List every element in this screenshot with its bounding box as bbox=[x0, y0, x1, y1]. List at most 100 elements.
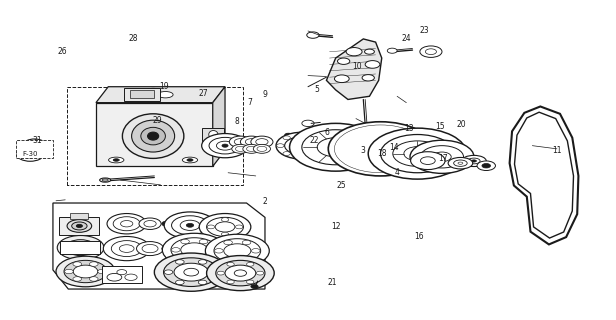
Ellipse shape bbox=[187, 159, 193, 161]
Ellipse shape bbox=[102, 179, 108, 181]
Circle shape bbox=[107, 273, 122, 281]
Text: 8: 8 bbox=[235, 117, 240, 126]
Text: 31: 31 bbox=[33, 136, 43, 145]
Circle shape bbox=[17, 147, 44, 161]
Circle shape bbox=[227, 280, 234, 284]
Circle shape bbox=[120, 245, 134, 252]
Circle shape bbox=[302, 130, 370, 165]
Circle shape bbox=[393, 141, 442, 166]
Circle shape bbox=[283, 136, 290, 140]
Bar bbox=[70, 213, 88, 219]
Circle shape bbox=[214, 239, 261, 263]
Circle shape bbox=[344, 130, 418, 168]
Text: 2: 2 bbox=[262, 197, 267, 206]
Circle shape bbox=[176, 260, 184, 264]
Circle shape bbox=[256, 139, 268, 145]
Text: 29: 29 bbox=[153, 116, 162, 125]
Bar bbox=[16, 140, 53, 158]
Polygon shape bbox=[326, 39, 382, 100]
Circle shape bbox=[98, 269, 107, 274]
Circle shape bbox=[285, 137, 319, 155]
Ellipse shape bbox=[123, 114, 184, 158]
Circle shape bbox=[240, 136, 262, 148]
Circle shape bbox=[215, 222, 235, 232]
Circle shape bbox=[294, 142, 309, 149]
Circle shape bbox=[229, 136, 251, 148]
Ellipse shape bbox=[113, 159, 120, 161]
Circle shape bbox=[298, 132, 306, 136]
Text: 17: 17 bbox=[439, 154, 448, 163]
Circle shape bbox=[251, 136, 273, 148]
Circle shape bbox=[365, 49, 375, 54]
Circle shape bbox=[64, 260, 107, 283]
Text: 26: 26 bbox=[57, 47, 67, 56]
Circle shape bbox=[341, 128, 421, 170]
Circle shape bbox=[253, 144, 270, 153]
Circle shape bbox=[142, 244, 158, 253]
Circle shape bbox=[243, 144, 260, 153]
Circle shape bbox=[242, 240, 251, 245]
Text: 18: 18 bbox=[377, 149, 386, 158]
Ellipse shape bbox=[158, 92, 173, 98]
Circle shape bbox=[164, 258, 219, 286]
Text: 23: 23 bbox=[420, 27, 429, 36]
Ellipse shape bbox=[453, 160, 467, 166]
Circle shape bbox=[73, 265, 98, 278]
Bar bbox=[102, 266, 142, 283]
Circle shape bbox=[251, 249, 260, 253]
Circle shape bbox=[103, 236, 150, 261]
Circle shape bbox=[172, 216, 208, 235]
Circle shape bbox=[404, 147, 431, 161]
Ellipse shape bbox=[67, 220, 92, 232]
Circle shape bbox=[89, 262, 98, 266]
Polygon shape bbox=[213, 87, 225, 166]
Circle shape bbox=[235, 146, 245, 151]
Circle shape bbox=[201, 133, 248, 158]
Circle shape bbox=[216, 260, 265, 286]
Circle shape bbox=[234, 139, 246, 145]
Ellipse shape bbox=[145, 88, 161, 95]
Circle shape bbox=[174, 263, 208, 281]
Circle shape bbox=[433, 152, 451, 162]
Polygon shape bbox=[67, 87, 243, 186]
Circle shape bbox=[320, 144, 327, 148]
Circle shape bbox=[224, 240, 232, 245]
Ellipse shape bbox=[209, 131, 218, 139]
Polygon shape bbox=[514, 112, 573, 238]
Text: 3: 3 bbox=[361, 146, 366, 155]
Circle shape bbox=[477, 161, 495, 171]
Circle shape bbox=[184, 268, 198, 276]
Circle shape bbox=[334, 125, 427, 173]
Circle shape bbox=[246, 262, 254, 266]
Circle shape bbox=[164, 212, 216, 239]
Circle shape bbox=[302, 120, 314, 126]
Circle shape bbox=[171, 238, 217, 262]
Bar bbox=[124, 88, 161, 101]
Circle shape bbox=[180, 220, 200, 230]
Text: 11: 11 bbox=[552, 146, 562, 155]
Circle shape bbox=[217, 271, 224, 275]
Ellipse shape bbox=[448, 157, 472, 169]
Ellipse shape bbox=[76, 224, 83, 228]
Circle shape bbox=[338, 58, 350, 64]
Circle shape bbox=[221, 232, 229, 236]
Text: 28: 28 bbox=[128, 35, 137, 44]
Circle shape bbox=[162, 246, 172, 251]
Circle shape bbox=[314, 136, 321, 140]
Circle shape bbox=[227, 262, 234, 266]
Circle shape bbox=[205, 234, 269, 268]
Circle shape bbox=[426, 49, 437, 54]
Circle shape bbox=[368, 128, 466, 179]
Text: 9: 9 bbox=[262, 90, 267, 99]
Text: 22: 22 bbox=[309, 136, 319, 145]
Bar bbox=[60, 241, 100, 254]
Text: 7: 7 bbox=[247, 98, 252, 107]
Circle shape bbox=[245, 139, 257, 145]
Text: 19: 19 bbox=[159, 82, 168, 91]
Circle shape bbox=[242, 257, 251, 261]
Text: F-30: F-30 bbox=[22, 151, 38, 156]
Circle shape bbox=[144, 220, 156, 227]
Circle shape bbox=[225, 265, 256, 281]
Circle shape bbox=[198, 260, 207, 264]
Polygon shape bbox=[509, 107, 578, 244]
